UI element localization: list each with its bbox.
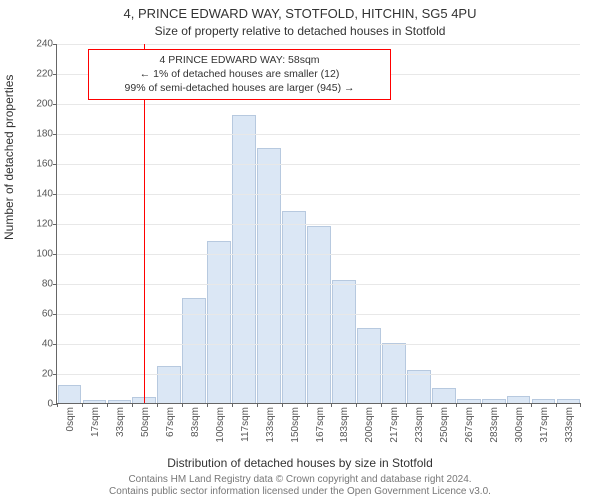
xtick-mark	[356, 403, 357, 407]
gridline	[57, 164, 580, 165]
xtick-mark	[506, 403, 507, 407]
chart-title: 4, PRINCE EDWARD WAY, STOTFOLD, HITCHIN,…	[0, 6, 600, 21]
annotation-line: ← 1% of detached houses are smaller (12)	[95, 68, 383, 82]
ytick-label: 80	[42, 279, 57, 290]
xtick-label: 267sqm	[464, 407, 475, 443]
xtick-label: 167sqm	[315, 407, 326, 443]
xtick-label: 250sqm	[439, 407, 450, 443]
histogram-bar	[58, 385, 82, 403]
xtick-mark	[207, 403, 208, 407]
gridline	[57, 284, 580, 285]
histogram-bar	[557, 399, 581, 404]
gridline	[57, 224, 580, 225]
histogram-bar	[507, 396, 531, 404]
xtick-mark	[257, 403, 258, 407]
xtick-label: 83sqm	[190, 407, 201, 437]
ytick-label: 140	[36, 189, 57, 200]
plot-area: 0204060801001201401601802002202400sqm17s…	[56, 44, 580, 404]
credit-line-1: Contains HM Land Registry data © Crown c…	[128, 474, 471, 485]
annotation-box: 4 PRINCE EDWARD WAY: 58sqm← 1% of detach…	[88, 49, 390, 100]
xtick-mark	[580, 403, 581, 407]
gridline	[57, 134, 580, 135]
ytick-label: 0	[47, 399, 57, 410]
xtick-label: 233sqm	[414, 407, 425, 443]
xtick-label: 150sqm	[290, 407, 301, 443]
xtick-label: 317sqm	[539, 407, 550, 443]
xtick-mark	[57, 403, 58, 407]
xtick-mark	[157, 403, 158, 407]
xtick-label: 17sqm	[90, 407, 101, 437]
credit-text: Contains HM Land Registry data © Crown c…	[0, 474, 600, 498]
histogram-bar	[257, 148, 281, 403]
x-axis-label: Distribution of detached houses by size …	[0, 456, 600, 470]
xtick-mark	[381, 403, 382, 407]
histogram-bar	[157, 366, 181, 404]
xtick-label: 33sqm	[115, 407, 126, 437]
xtick-label: 67sqm	[165, 407, 176, 437]
gridline	[57, 374, 580, 375]
xtick-mark	[406, 403, 407, 407]
xtick-mark	[531, 403, 532, 407]
xtick-mark	[331, 403, 332, 407]
ytick-label: 220	[36, 69, 57, 80]
xtick-mark	[132, 403, 133, 407]
xtick-label: 300sqm	[514, 407, 525, 443]
xtick-label: 133sqm	[265, 407, 276, 443]
gridline	[57, 44, 580, 45]
xtick-mark	[307, 403, 308, 407]
xtick-label: 200sqm	[364, 407, 375, 443]
xtick-mark	[456, 403, 457, 407]
credit-line-2: Contains public sector information licen…	[109, 486, 491, 497]
ytick-label: 60	[42, 309, 57, 320]
ytick-label: 120	[36, 219, 57, 230]
gridline	[57, 254, 580, 255]
histogram-bar	[332, 280, 356, 403]
xtick-label: 217sqm	[389, 407, 400, 443]
chart-subtitle: Size of property relative to detached ho…	[0, 24, 600, 38]
xtick-label: 100sqm	[215, 407, 226, 443]
histogram-bar	[482, 399, 506, 404]
annotation-line: 4 PRINCE EDWARD WAY: 58sqm	[95, 54, 383, 68]
histogram-bar	[457, 399, 481, 404]
xtick-mark	[232, 403, 233, 407]
ytick-label: 200	[36, 99, 57, 110]
histogram-bar	[382, 343, 406, 403]
ytick-label: 160	[36, 159, 57, 170]
histogram-bar	[83, 400, 107, 403]
xtick-label: 50sqm	[140, 407, 151, 437]
xtick-label: 0sqm	[65, 407, 76, 431]
xtick-mark	[556, 403, 557, 407]
xtick-label: 117sqm	[240, 407, 251, 442]
annotation-line: 99% of semi-detached houses are larger (…	[95, 82, 383, 96]
xtick-label: 183sqm	[339, 407, 350, 443]
chart-container: 4, PRINCE EDWARD WAY, STOTFOLD, HITCHIN,…	[0, 0, 600, 500]
xtick-mark	[82, 403, 83, 407]
gridline	[57, 104, 580, 105]
ytick-label: 100	[36, 249, 57, 260]
histogram-bar	[357, 328, 381, 403]
ytick-label: 40	[42, 339, 57, 350]
xtick-mark	[431, 403, 432, 407]
gridline	[57, 344, 580, 345]
ytick-label: 180	[36, 129, 57, 140]
ytick-label: 240	[36, 39, 57, 50]
xtick-mark	[481, 403, 482, 407]
xtick-mark	[282, 403, 283, 407]
gridline	[57, 194, 580, 195]
gridline	[57, 314, 580, 315]
histogram-bar	[108, 400, 132, 403]
y-axis-label: Number of detached properties	[2, 75, 16, 240]
histogram-bar	[532, 399, 556, 404]
histogram-bar	[232, 115, 256, 403]
histogram-bar	[207, 241, 231, 403]
xtick-label: 283sqm	[489, 407, 500, 443]
xtick-label: 333sqm	[564, 407, 575, 443]
histogram-bar	[432, 388, 456, 403]
ytick-label: 20	[42, 369, 57, 380]
xtick-mark	[107, 403, 108, 407]
xtick-mark	[182, 403, 183, 407]
